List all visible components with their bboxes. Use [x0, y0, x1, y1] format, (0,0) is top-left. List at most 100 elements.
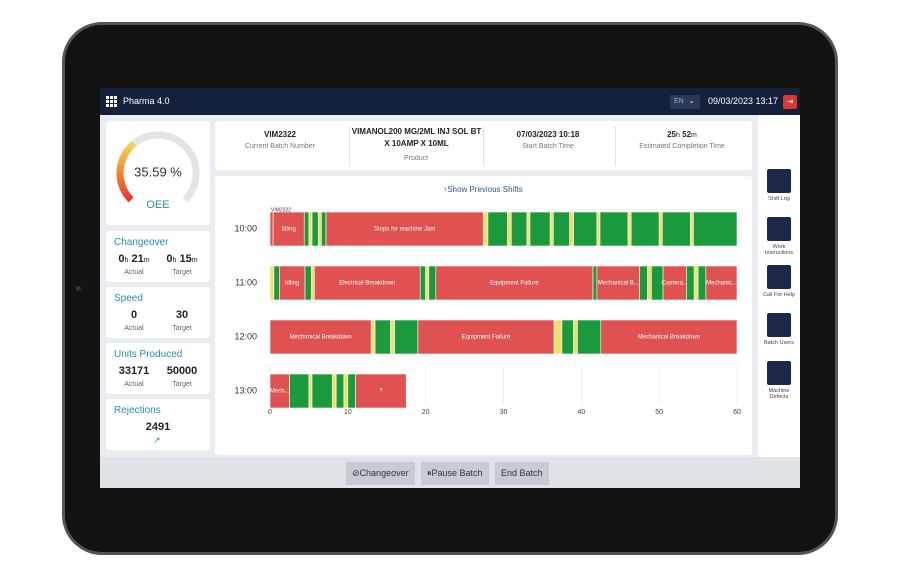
- segment: [561, 319, 574, 355]
- button-label: Changeover: [359, 468, 409, 478]
- x-tick-label: 40: [577, 409, 585, 416]
- segment: [428, 265, 437, 301]
- row-label: 13:00: [234, 385, 257, 395]
- unit: m: [143, 257, 150, 264]
- segment: [304, 265, 312, 301]
- end-button[interactable]: End Batch: [495, 462, 549, 485]
- oee-card: 35.59 % OEE: [106, 121, 210, 225]
- changeover-button[interactable]: ⊘Changeover: [346, 462, 415, 485]
- kpi-actual: 0: [130, 309, 138, 321]
- segment: [303, 211, 310, 247]
- kpi-label: Actual: [124, 325, 144, 332]
- logout-button[interactable]: ⇥: [783, 95, 797, 109]
- segment: [647, 265, 652, 301]
- segment: [311, 211, 319, 247]
- pause-button[interactable]: ⏸Pause Batch: [421, 462, 489, 485]
- menu-icon[interactable]: [106, 96, 117, 107]
- segment-label: Idling: [282, 227, 296, 233]
- sidebar-item[interactable]: Shift Log: [760, 169, 798, 202]
- segment: [355, 373, 407, 409]
- segment-label: Stops for machine Jam: [374, 227, 435, 233]
- segment: [658, 211, 663, 247]
- segment: [347, 373, 356, 409]
- segment: [639, 265, 648, 301]
- minutes: 52: [682, 130, 692, 139]
- segment: [343, 373, 349, 409]
- segment-label: Mechanical B...: [598, 281, 639, 287]
- segment-label: Equipment Failure: [462, 335, 511, 341]
- app-name: Pharma 4.0: [123, 96, 170, 106]
- language-select[interactable]: EN ⌄: [670, 95, 700, 109]
- segment: [553, 319, 563, 355]
- kpi-title: Units Produced: [114, 349, 183, 360]
- hours: 0: [166, 253, 173, 265]
- sidebar-item[interactable]: Call For Help: [760, 265, 798, 298]
- info-label: Start Batch Time: [522, 143, 574, 150]
- segment: [435, 265, 594, 301]
- timeline-chart: ↑Show Previous Shifts VIM2322 0 10 20 30 40 5…: [234, 185, 741, 416]
- hours: 0: [118, 253, 125, 265]
- oee-name: OEE: [146, 199, 169, 211]
- segment: [507, 211, 512, 247]
- segment: [321, 211, 327, 247]
- segment: [553, 211, 570, 247]
- timeline-card: ↑Show Previous Shifts VIM2322 0 10 20 30 40 5…: [215, 176, 752, 455]
- rejections-card: Rejections 2491 ↗: [106, 399, 210, 450]
- x-tick-label: 30: [500, 409, 508, 416]
- kpi-label: Target: [172, 381, 192, 388]
- segment: [419, 265, 426, 301]
- segment: [269, 319, 372, 355]
- show-previous-shifts[interactable]: ↑Show Previous Shifts: [443, 185, 523, 194]
- segment-label: Camera...: [662, 281, 689, 287]
- batch-info: VIM2322 Current Batch Number VIMANOL200 …: [215, 121, 752, 170]
- kpi-label: Actual: [124, 269, 144, 276]
- changeover-card: Changeover 0h 21m 0h 15m Actual Target: [106, 231, 210, 282]
- segment: [317, 211, 322, 247]
- segment: [592, 265, 598, 301]
- segment: [269, 211, 274, 247]
- segment: [627, 211, 632, 247]
- segment: [269, 265, 275, 301]
- x-tick-label: 10: [344, 409, 352, 416]
- segment: [273, 265, 280, 301]
- segment: [390, 319, 395, 355]
- kpi-label: Actual: [124, 381, 144, 388]
- sidebar-item[interactable]: Machine Defects: [760, 361, 798, 400]
- sidebar-icon: [767, 265, 791, 289]
- segment: [630, 211, 660, 247]
- unit: h: [676, 132, 680, 139]
- minutes: 21: [131, 253, 144, 265]
- kpi-value: 2491: [145, 421, 171, 433]
- row-label: 11:00: [235, 277, 257, 287]
- batch-marker: VIM2322: [271, 207, 291, 213]
- sidebar-item[interactable]: Batch Users: [760, 313, 798, 346]
- camera: [76, 286, 81, 291]
- segment: [325, 211, 484, 247]
- segment-label: Mechanical Breakdown: [290, 335, 352, 341]
- segment-label: Idling: [285, 281, 299, 287]
- hours: 25: [667, 130, 676, 139]
- segment-label: Mechanic...: [706, 281, 737, 287]
- segment-label: Electrical Breakdown: [339, 281, 395, 287]
- segment: [289, 373, 310, 409]
- sidebar-item[interactable]: Work Instructions: [760, 217, 798, 256]
- segment: [549, 211, 554, 247]
- oee-value: 35.59 %: [134, 164, 182, 179]
- segment: [599, 211, 629, 247]
- row-label: 10:00: [234, 223, 257, 233]
- speed-card: Speed 0 30 Actual Target: [106, 287, 210, 338]
- open-link-icon[interactable]: ↗: [153, 435, 161, 445]
- unit: h: [124, 257, 129, 264]
- kpi-actual: 0h 21m: [110, 253, 158, 265]
- segment: [417, 319, 555, 355]
- segment: [596, 265, 641, 301]
- segment: [705, 265, 738, 301]
- gauge-track: [131, 131, 200, 203]
- gauge-value: [116, 140, 137, 203]
- segment: [335, 373, 345, 409]
- sidebar-label: Work Instructions: [764, 244, 794, 256]
- segment-label: Equipment Failure: [490, 281, 539, 287]
- sidebar-label: Batch Users: [764, 340, 794, 346]
- divider: [349, 126, 350, 166]
